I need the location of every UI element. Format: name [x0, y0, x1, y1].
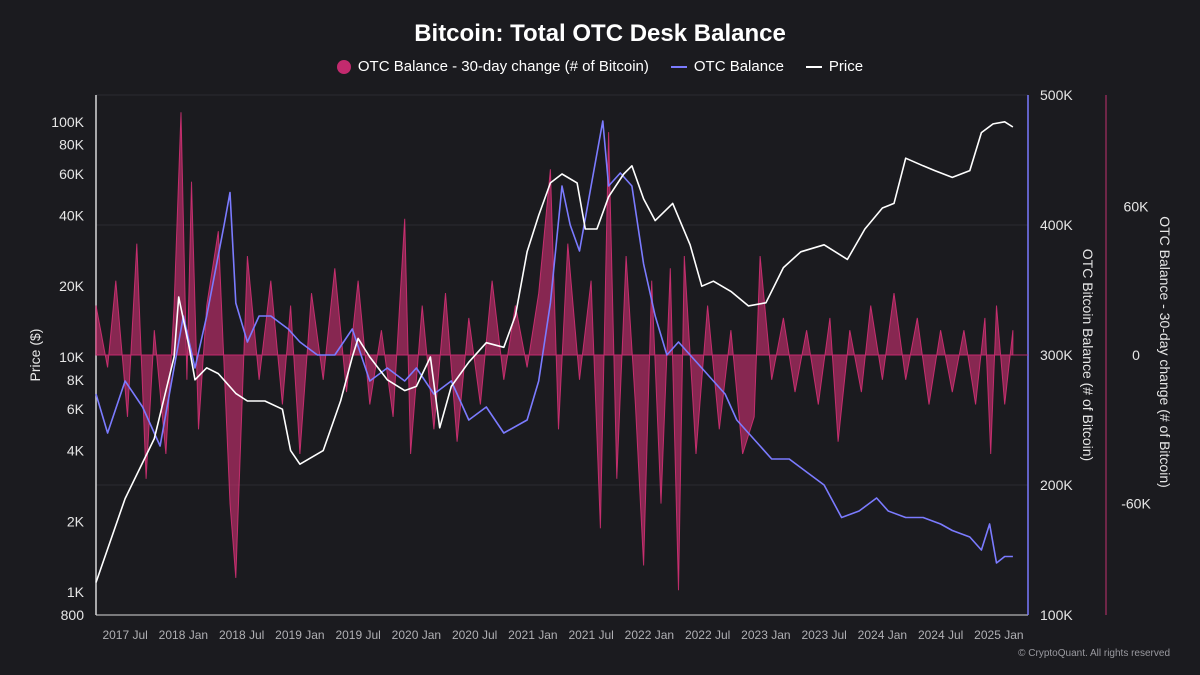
x-tick-label: 2022 Jan	[625, 628, 674, 642]
series-price-line	[95, 121, 1014, 583]
legend-label-change: OTC Balance - 30-day change (# of Bitcoi…	[357, 58, 649, 75]
price-tick-label: 10K	[59, 349, 85, 365]
legend-item-price[interactable]: Price	[805, 58, 864, 75]
legend-swatch-change	[336, 59, 351, 74]
chart-title: Bitcoin: Total OTC Desk Balance	[414, 20, 786, 47]
price-axis-title: Price ($)	[27, 329, 43, 382]
legend-item-change[interactable]: OTC Balance - 30-day change (# of Bitcoi…	[336, 58, 649, 75]
x-tick-label: 2023 Jan	[741, 628, 790, 642]
x-tick-label: 2021 Jan	[508, 628, 557, 642]
x-tick-label: 2023 Jul	[801, 628, 846, 642]
price-tick-label: 20K	[59, 278, 85, 294]
price-tick-label: 4K	[67, 443, 85, 459]
x-tick-label: 2019 Jan	[275, 628, 324, 642]
x-tick-label: 2022 Jul	[685, 628, 730, 642]
price-tick-label: 60K	[59, 166, 85, 182]
balance-tick-label: 500K	[1040, 87, 1073, 103]
legend-label-balance: OTC Balance	[693, 58, 784, 75]
balance-tick-label: 100K	[1040, 607, 1073, 623]
x-tick-label: 2021 Jul	[568, 628, 613, 642]
copyright-notice: © CryptoQuant. All rights reserved	[1018, 648, 1170, 659]
x-tick-label: 2019 Jul	[335, 628, 380, 642]
change-tick-label: -60K	[1121, 496, 1151, 512]
change-axis-title: OTC Balance - 30-day change (# of Bitcoi…	[1157, 216, 1173, 488]
price-tick-label: 800	[61, 607, 85, 623]
x-tick-label: 2017 Jul	[102, 628, 147, 642]
chart-legend: OTC Balance - 30-day change (# of Bitcoi…	[0, 58, 1200, 75]
price-tick-label: 80K	[59, 137, 85, 153]
legend-swatch-price	[805, 65, 822, 68]
balance-tick-label: 300K	[1040, 347, 1073, 363]
x-tick-label: 2018 Jul	[219, 628, 264, 642]
x-tick-label: 2018 Jan	[159, 628, 208, 642]
price-tick-label: 2K	[67, 513, 85, 529]
series-change-area	[95, 112, 1014, 591]
legend-label-price: Price	[828, 58, 864, 75]
legend-swatch-balance	[670, 65, 687, 68]
x-tick-label: 2020 Jan	[392, 628, 441, 642]
x-tick-label: 2025 Jan	[974, 628, 1023, 642]
change-tick-label: 0	[1132, 347, 1140, 363]
balance-tick-label: 400K	[1040, 217, 1073, 233]
price-tick-label: 8K	[67, 372, 85, 388]
series-otc-balance-line	[95, 120, 1013, 564]
price-tick-label: 1K	[67, 584, 85, 600]
change-tick-label: 60K	[1124, 198, 1150, 214]
balance-axis-title: OTC Bitcoin Balance (# of Bitcoin)	[1080, 249, 1096, 461]
balance-tick-label: 200K	[1040, 477, 1073, 493]
x-tick-label: 2024 Jan	[858, 628, 907, 642]
price-tick-label: 100K	[51, 114, 84, 130]
x-tick-label: 2024 Jul	[918, 628, 963, 642]
price-tick-label: 6K	[67, 401, 85, 417]
x-tick-label: 2020 Jul	[452, 628, 497, 642]
price-tick-label: 40K	[59, 207, 85, 223]
legend-item-balance[interactable]: OTC Balance	[670, 58, 784, 75]
